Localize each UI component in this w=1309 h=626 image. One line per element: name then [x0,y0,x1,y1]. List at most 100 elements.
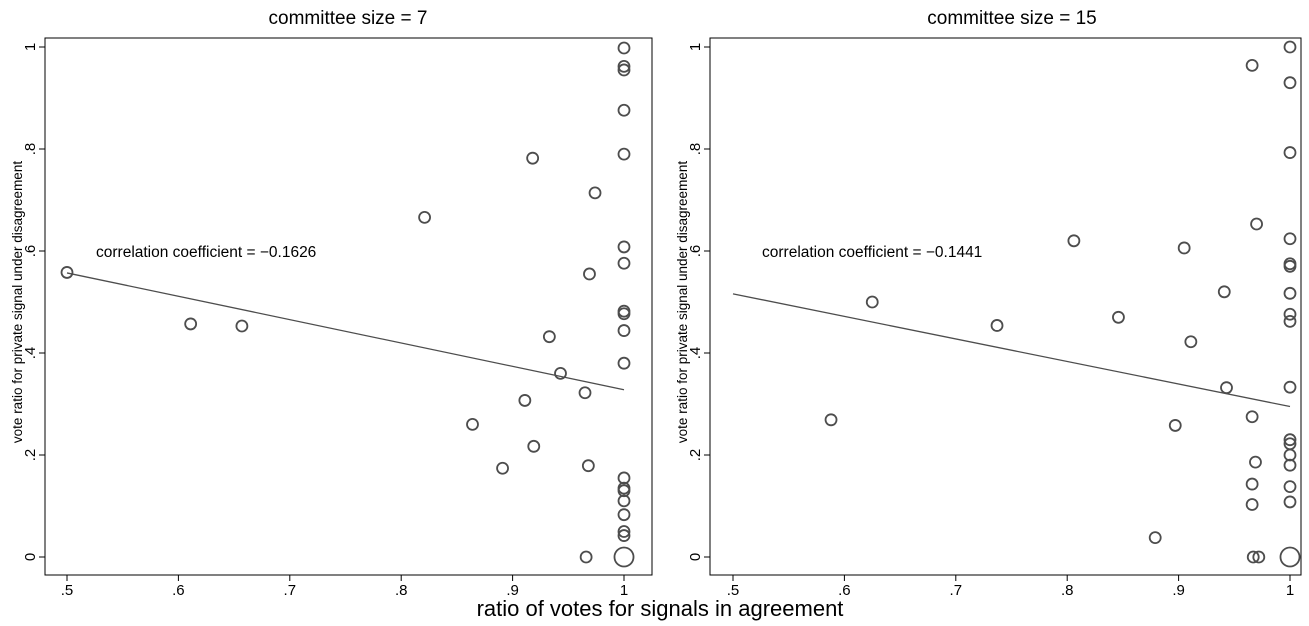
x-tick-label: .5 [61,582,74,599]
y-tick-label: 0 [687,553,704,561]
panel-title: committee size = 15 [927,8,1097,29]
x-tick-label: 1 [1286,582,1294,599]
x-tick-label: .6 [838,582,851,599]
scatter-point [60,266,74,279]
x-tick-label: 1 [620,582,628,599]
scatter-point [418,210,431,224]
scatter-point [1283,495,1297,509]
y-tick-label: .6 [22,245,39,258]
y-axis-label: vote ratio for private signal under disa… [675,161,690,443]
scatter-point [1283,286,1297,300]
scatter-point [617,508,631,522]
scatter-point [466,417,479,431]
scatter-point [583,267,596,281]
scatter-point [617,103,631,117]
scatter-point [617,529,631,542]
scatter-point [617,147,631,161]
scatter-point [1250,217,1263,231]
scatter-point [1249,455,1262,469]
scatter-marks: .5 .6 .7 .8 .9 1 0 .2 .4 .6 .8 1 [687,40,1301,599]
plot-frame [44,37,653,576]
x-tick-label: .8 [1061,582,1074,599]
scatter-point [617,240,631,254]
scatter-point [1283,458,1297,472]
scatter-point [1184,335,1198,349]
scatter-point [518,394,532,407]
scatter-marks: .5 .6 .7 .8 .9 1 0 .2 .4 .6 .8 1 [22,41,635,599]
scatter-point [1177,241,1191,255]
scatter-point [1246,550,1260,564]
scatter-point [1245,498,1259,511]
y-tick-label: .4 [687,347,704,360]
scatter-point [865,295,879,309]
scatter-point [1283,480,1297,494]
scatter-point [526,151,540,165]
scatter-point [617,59,631,73]
y-tick-label: .2 [22,449,39,462]
scatter-point [1283,146,1297,159]
scatter-point [1148,531,1162,545]
scatter-point [617,494,631,508]
scatter-point [578,386,592,400]
scatter-point [1245,410,1259,424]
correlation-annotation: correlation coefficient = −0.1626 [96,244,316,261]
scatter-point [1220,381,1233,395]
y-axis-label: vote ratio for private signal under disa… [10,161,25,443]
y-tick-label: .8 [22,143,39,156]
y-tick-label: .2 [687,449,704,462]
fit-line [732,293,1291,408]
scatter-point [1283,76,1297,90]
scatter-point [1283,40,1297,54]
scatter-point [1283,232,1297,246]
scatter-point [1245,58,1259,72]
scatter-point [527,439,541,453]
scatter-point [1283,307,1297,321]
scatter-point [824,413,838,427]
plot-frame [709,37,1302,576]
scatter-point [579,550,593,564]
x-tick-label: .5 [727,582,740,599]
y-tick-label: 0 [22,553,39,561]
scatter-point [184,317,198,331]
scatter-point [990,319,1004,332]
scatter-point [1112,310,1125,324]
scatter-point [581,459,595,473]
y-tick-label: 1 [687,43,704,51]
x-tick-label: .9 [1172,582,1185,599]
x-tick-label: .9 [506,582,519,599]
x-tick-label: .6 [172,582,185,599]
y-tick-label: .4 [22,347,39,360]
scatter-point-weighted [613,546,635,568]
scatter-point [1283,433,1297,447]
y-tick-label: .6 [687,245,704,258]
scatter-point [617,256,631,270]
scatter-point [617,41,631,55]
scatter-point [496,461,509,475]
x-tick-label: .7 [284,582,297,599]
fit-line [66,272,625,391]
scatter-point [1245,477,1259,491]
scatter-point [542,330,556,344]
scatter-point [617,324,631,337]
scatter-point [617,356,631,370]
panel-committee-7: committee size = 7 vote ratio for privat… [10,8,653,599]
scatter-point [235,319,249,333]
scatter-point [554,366,567,380]
scatter-point [1283,259,1297,273]
scatter-point [1168,419,1182,432]
scatter-point-weighted [1279,546,1301,568]
correlation-annotation: correlation coefficient = −0.1441 [762,244,982,261]
scatter-point [1283,314,1297,328]
scatter-point [617,525,631,538]
x-tick-label: .8 [395,582,408,599]
scatter-point [1283,380,1297,394]
x-tick-label: .7 [950,582,963,599]
panel-committee-15: committee size = 15 vote ratio for priva… [675,8,1302,599]
panel-title: committee size = 7 [269,8,428,29]
scatter-point [1217,285,1231,299]
y-tick-label: .8 [687,143,704,156]
y-tick-label: 1 [22,43,39,51]
scatter-point [1067,234,1081,248]
x-axis-label: ratio of votes for signals in agreement [477,596,844,621]
scatter-point [617,307,631,321]
